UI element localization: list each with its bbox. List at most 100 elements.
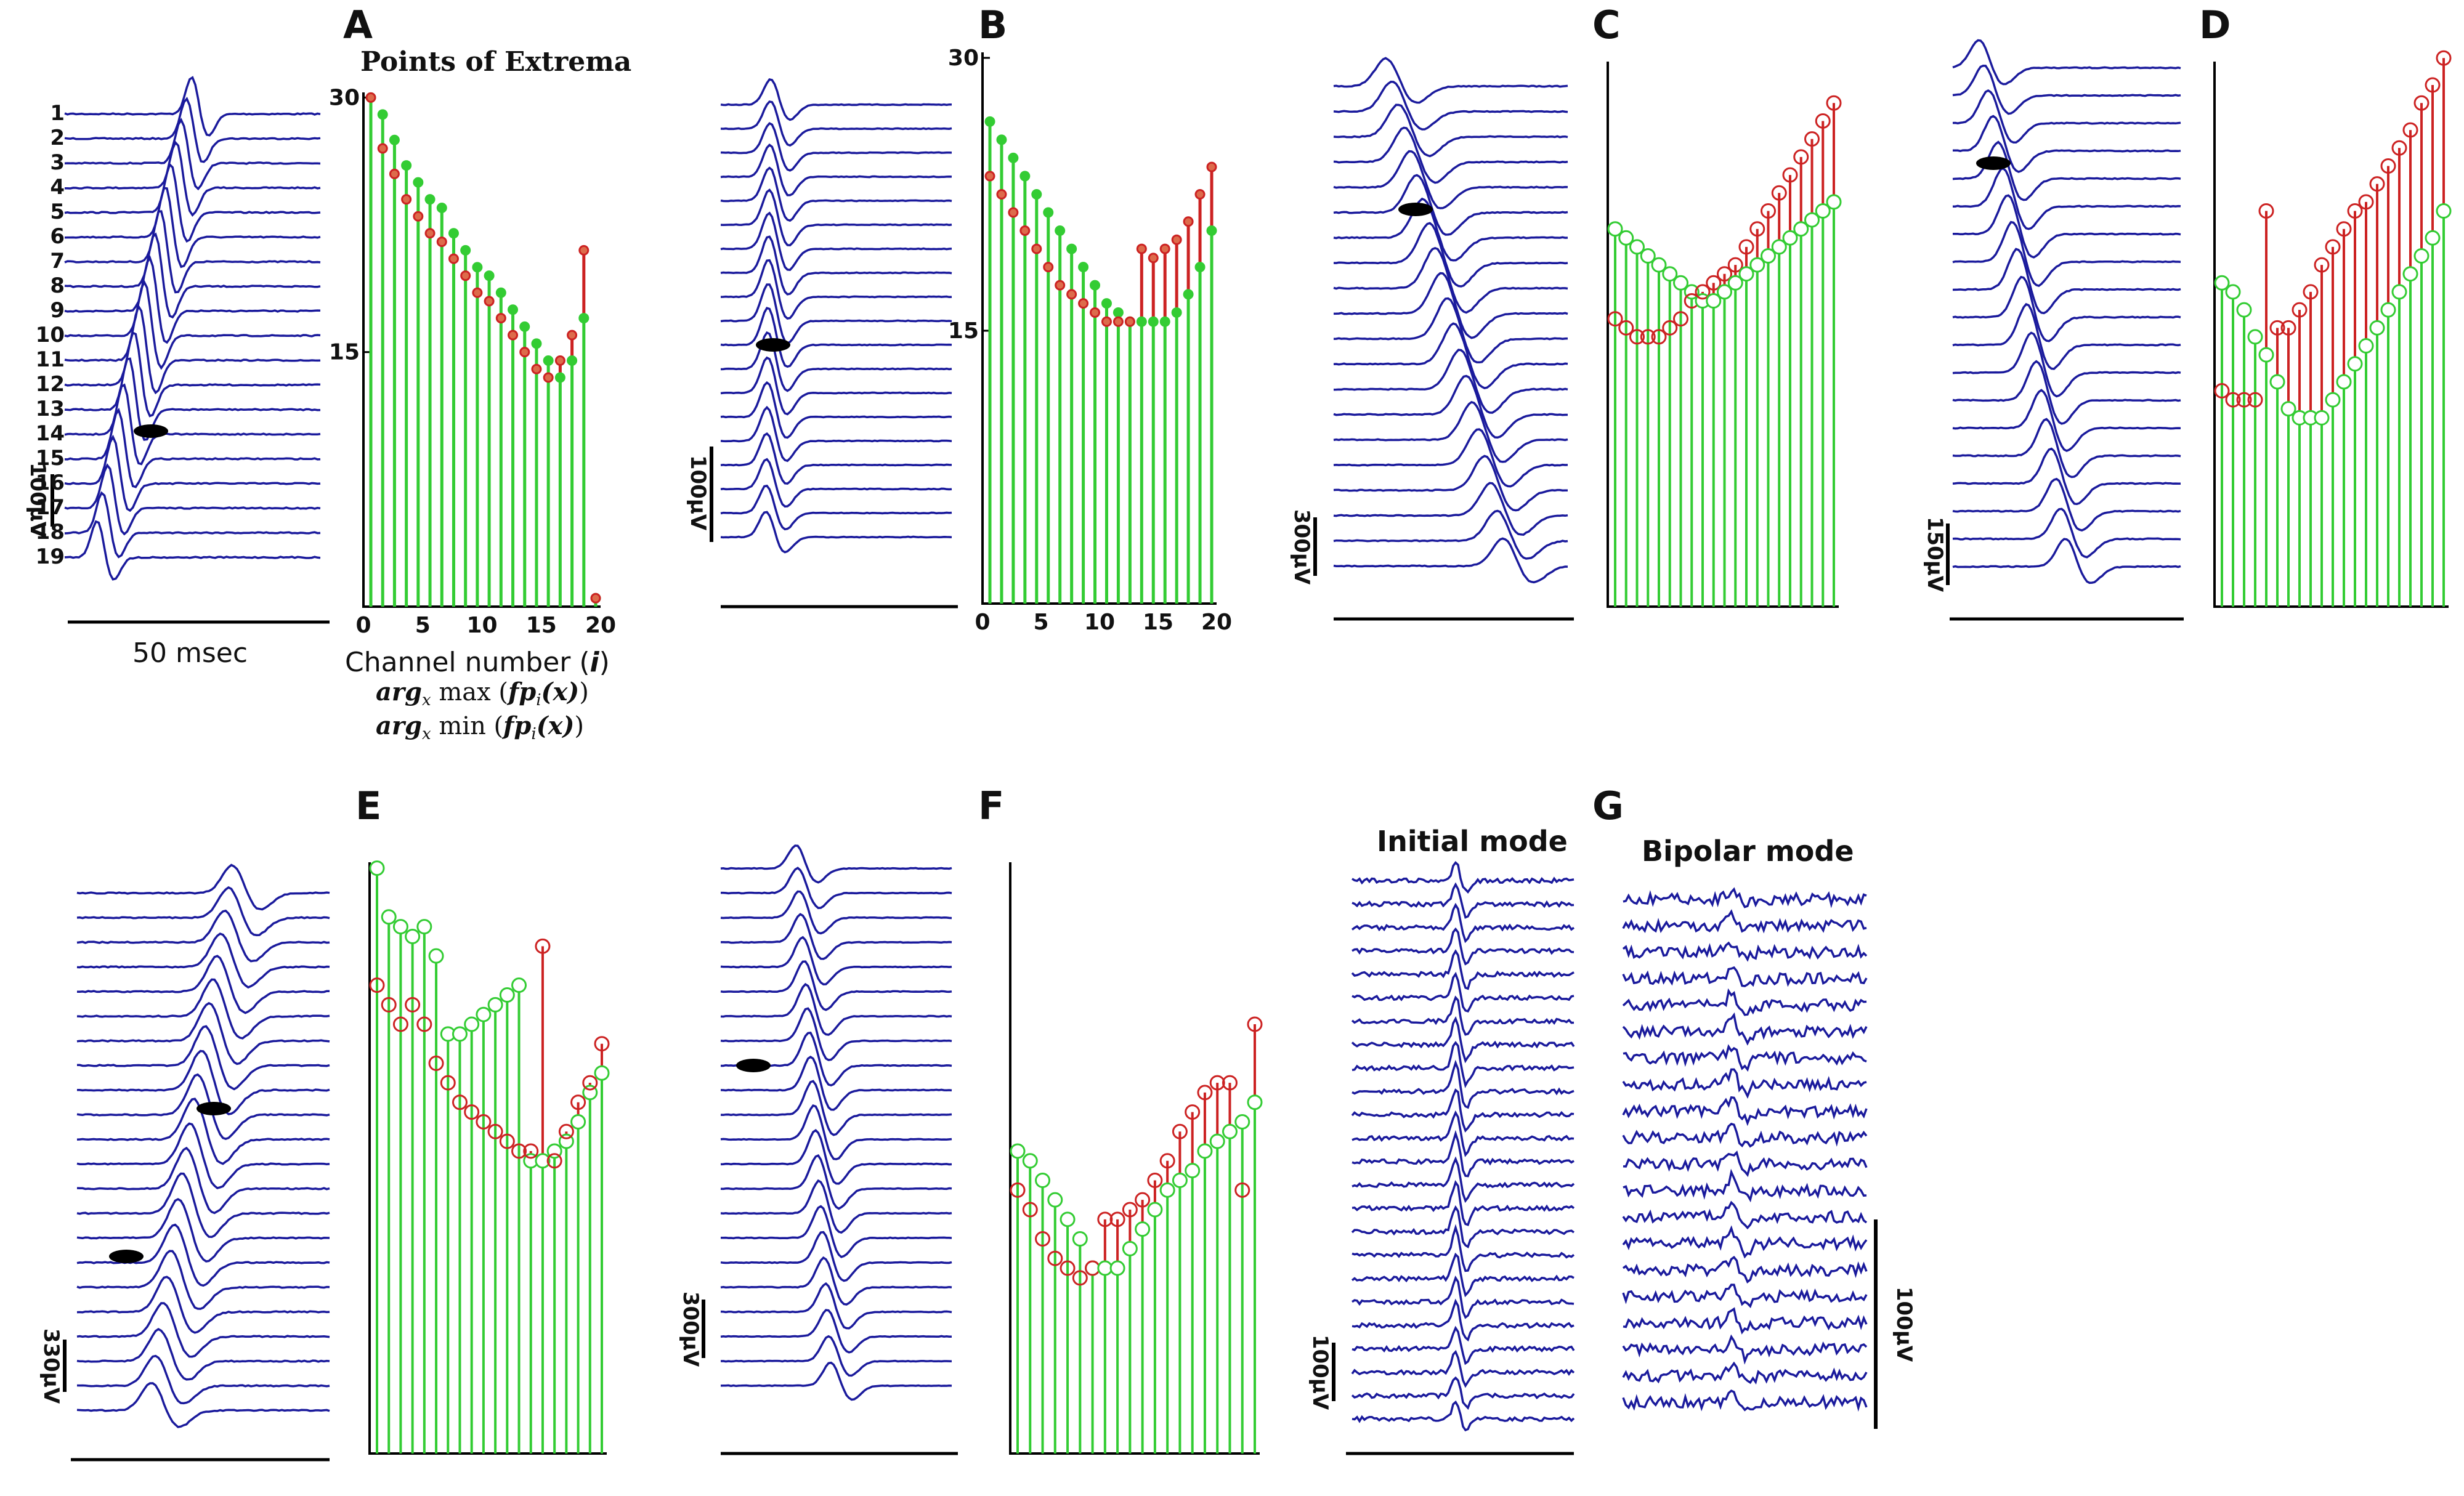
- trace-gi-8: [1351, 1016, 1575, 1064]
- marker-max-b-12: [1112, 307, 1124, 318]
- trace-c-13: [1333, 349, 1568, 414]
- marker-min-c-17: [1782, 167, 1798, 183]
- marker-min-f-4: [1047, 1250, 1063, 1266]
- trace-e-4: [76, 932, 330, 989]
- marker-max-f-16: [1197, 1143, 1213, 1159]
- trace-b-19: [720, 511, 952, 554]
- marker-min-d-3: [2236, 392, 2252, 408]
- marker-min-a-12: [495, 313, 506, 324]
- trace-gi-5: [1351, 949, 1574, 990]
- y-tick-label-a-30: 30: [329, 85, 360, 110]
- trace-gi-22: [1351, 1349, 1575, 1388]
- marker-min-c-16: [1771, 185, 1787, 201]
- marker-max-b-6: [1043, 207, 1054, 218]
- panel-letter-c: C: [1592, 2, 1621, 47]
- trace-b-4: [720, 143, 952, 196]
- trace-gi-18: [1351, 1252, 1574, 1298]
- trace-gb-4: [1622, 966, 1868, 987]
- marker-max-a-15: [531, 338, 542, 349]
- marker-max-f-2: [1022, 1153, 1038, 1169]
- marker-min-a-14: [519, 347, 530, 358]
- trace-a-7: [64, 210, 321, 294]
- trace-gb-14: [1622, 1225, 1868, 1259]
- marker-min-f-14: [1172, 1123, 1188, 1139]
- marker-max-d-19: [2413, 248, 2430, 264]
- panel-letter-d: D: [2199, 2, 2231, 47]
- trace-c-18: [1333, 482, 1568, 536]
- trace-a-5: [64, 162, 321, 243]
- marker-min-d-2: [2225, 392, 2241, 408]
- marker-min-c-9: [1695, 284, 1711, 300]
- trace-gb-6: [1622, 1012, 1868, 1046]
- marker-max-b-10: [1090, 280, 1101, 291]
- trace-f-15: [720, 1179, 952, 1234]
- marker-min-c-11: [1717, 266, 1732, 282]
- marker-max-d-3: [2236, 302, 2252, 318]
- channel-label-14: 14: [36, 421, 65, 446]
- trace-gi-11: [1351, 1088, 1574, 1133]
- trace-c-8: [1333, 222, 1568, 288]
- marker-max-c-18: [1793, 221, 1809, 237]
- marker-min-e-16: [546, 1153, 562, 1169]
- trace-b-8: [720, 235, 952, 296]
- trace-d-7: [1952, 194, 2181, 259]
- marker-max-c-7: [1673, 275, 1688, 291]
- channel-label-17: 17: [36, 495, 65, 520]
- marker-max-b-1: [984, 116, 995, 127]
- marker-max-d-14: [2358, 338, 2374, 354]
- marker-min-e-19: [582, 1075, 598, 1091]
- marker-min-c-5: [1651, 329, 1667, 345]
- marker-max-c-16: [1771, 239, 1787, 255]
- trace-f-4: [720, 913, 952, 960]
- electrode-marker-f: [736, 1059, 771, 1072]
- trace-b-13: [720, 356, 952, 416]
- marker-min-a-20: [590, 592, 601, 604]
- trace-f-16: [721, 1205, 952, 1258]
- trace-gi-17: [1352, 1224, 1575, 1272]
- trace-gi-9: [1352, 1041, 1574, 1088]
- marker-min-c-6: [1662, 320, 1678, 336]
- trace-d-10: [1952, 275, 2181, 342]
- trace-e-3: [76, 909, 330, 963]
- marker-min-c-12: [1727, 257, 1743, 273]
- trace-a-14: [64, 383, 321, 466]
- marker-max-e-20: [594, 1065, 610, 1081]
- trace-f-18: [720, 1256, 952, 1306]
- electrode-marker-e: [109, 1250, 144, 1263]
- trace-a-15: [64, 407, 321, 488]
- trace-e-13: [76, 1146, 330, 1215]
- marker-min-f-20: [1247, 1016, 1263, 1032]
- trace-c-16: [1333, 428, 1568, 488]
- marker-min-e-6: [428, 1055, 444, 1071]
- channel-label-3: 3: [50, 150, 65, 175]
- trace-e-2: [76, 886, 330, 937]
- legend-argmin: argx min (fpi(x)): [376, 711, 584, 743]
- trace-e-9: [76, 1049, 330, 1115]
- marker-max-d-20: [2425, 230, 2441, 246]
- marker-min-d-18: [2402, 122, 2418, 138]
- marker-min-c-2: [1618, 320, 1634, 336]
- marker-min-e-14: [523, 1143, 539, 1159]
- trace-d-1: [1952, 39, 2181, 86]
- marker-min-f-17: [1209, 1075, 1225, 1091]
- trace-f-17: [720, 1231, 952, 1282]
- marker-min-f-3: [1035, 1231, 1051, 1247]
- trace-b-11: [720, 307, 952, 368]
- y-tick-label-a-15: 15: [329, 340, 360, 365]
- marker-min-b-15: [1148, 253, 1159, 264]
- marker-min-f-8: [1097, 1211, 1113, 1227]
- trace-e-21: [76, 1354, 330, 1405]
- marker-max-a-17: [554, 372, 565, 383]
- marker-min-a-8: [448, 253, 459, 264]
- marker-min-f-10: [1122, 1202, 1138, 1218]
- scale-label-a: 100µV: [25, 463, 50, 538]
- marker-max-a-6: [424, 194, 436, 205]
- trace-b-6: [720, 188, 952, 247]
- marker-min-a-13: [508, 330, 519, 341]
- marker-max-d-10: [2314, 410, 2330, 426]
- marker-max-c-5: [1651, 257, 1667, 273]
- trace-a-12: [64, 331, 321, 418]
- trace-f-5: [720, 936, 952, 985]
- stem-chart-f: [1009, 862, 1263, 1455]
- marker-min-f-2: [1022, 1202, 1038, 1218]
